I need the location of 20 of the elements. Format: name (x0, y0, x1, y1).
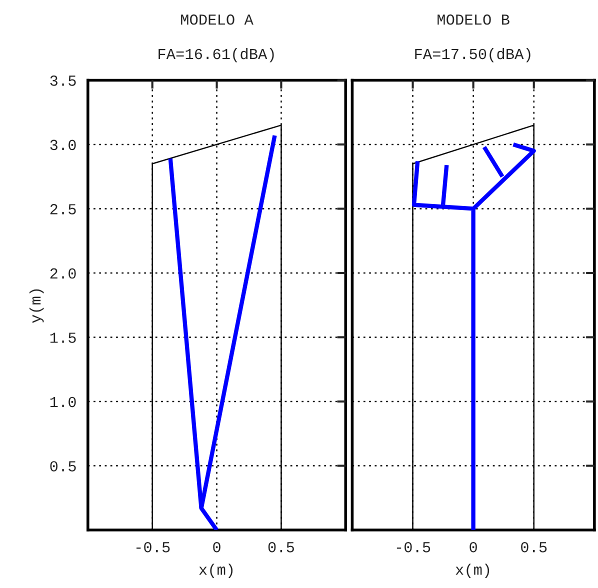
y-axis-title: y(m) (29, 289, 44, 323)
y-tick-label: 2.0 (50, 268, 76, 279)
x-axis-title: x(m) (456, 564, 490, 578)
y-tick-label: 3.0 (50, 140, 76, 150)
x-tick-label: 0.5 (521, 542, 547, 552)
y-tick-label: 2.5 (50, 204, 76, 214)
chart-title: MODELO B (438, 14, 510, 25)
x-tick-label: 0.5 (268, 542, 294, 552)
chart-subtitle: FA=17.50(dBA) (415, 48, 530, 62)
x-tick-label: 0 (213, 542, 220, 552)
y-tick-label: 0.5 (50, 461, 76, 472)
y-tick-label: 3.5 (50, 76, 76, 86)
y-tick-label: 1.0 (50, 396, 76, 408)
y-tick-label: 1.5 (50, 332, 76, 343)
x-tick-label: -0.5 (396, 542, 430, 552)
x-tick-label: 0 (470, 542, 477, 552)
chart-subtitle: FA=16.61(dBA) (158, 48, 274, 62)
chart-title: MODELO A (181, 14, 254, 25)
x-axis-title: x(m) (199, 564, 233, 578)
x-tick-label: -0.5 (136, 542, 170, 552)
